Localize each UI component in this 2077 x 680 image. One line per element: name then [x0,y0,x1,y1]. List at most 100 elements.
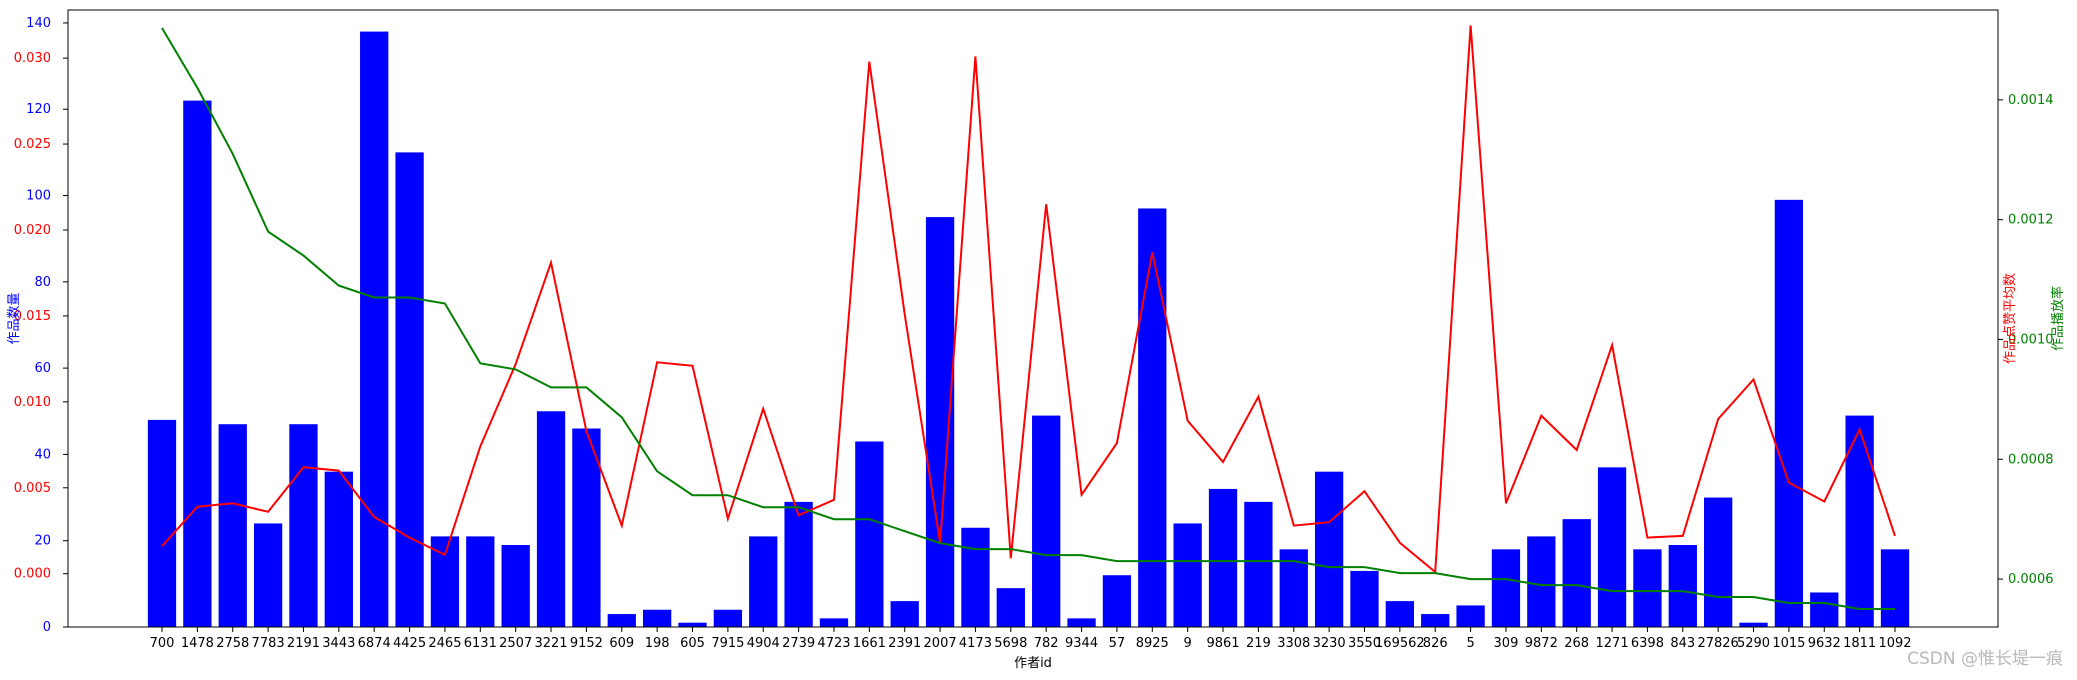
play-tick-label: 0.0014 [2008,93,2054,108]
x-tick-label-9861: 9861 [1206,636,1239,651]
likes-tick-label: 0.020 [14,223,51,238]
x-tick-label-9872: 9872 [1525,636,1558,651]
x-tick-label-4723: 4723 [817,636,850,651]
x-tick-label-3443: 3443 [322,636,355,651]
x-tick-label-9632: 9632 [1808,636,1841,651]
bar-4425 [395,152,424,627]
x-tick-label-9344: 9344 [1065,636,1098,651]
bar-5 [1456,605,1485,627]
bar-1478 [183,100,212,627]
x-tick-label-3308: 3308 [1277,636,1310,651]
left-axis-likes: 0.000 0.005 0.010 0.015 0.020 0.025 0.030 [14,51,68,582]
line-play [161,27,1895,610]
x-tick-label-2758: 2758 [216,636,249,651]
bar-4173 [961,527,990,627]
x-tick-label-843: 843 [1670,636,1695,651]
bar-6131 [466,536,495,627]
x-tick-label-1811: 1811 [1843,636,1876,651]
play-tick-label: 0.0006 [2008,572,2054,587]
bar-4723 [819,618,849,627]
right-axis-play: 0.0006 0.0008 0.0010 0.0012 0.0014 [1998,93,2054,587]
x-tick-label-4904: 4904 [747,636,780,651]
bar-2758 [218,424,247,627]
bar-1661 [855,441,884,627]
x-tick-label-700: 700 [150,636,175,651]
x-tick-label-2007: 2007 [924,636,957,651]
bar-9861 [1208,488,1238,627]
x-tick-label-1015: 1015 [1772,636,1805,651]
play-tick-label: 0.0010 [2008,332,2054,347]
x-tick-label-4425: 4425 [393,636,426,651]
lines-layer [161,25,1896,610]
count-tick-label: 120 [26,102,51,117]
bar-3443 [324,471,353,627]
x-tick-label-2507: 2507 [499,636,532,651]
likes-tick-label: 0.025 [14,137,51,152]
bar-826 [1421,614,1450,627]
bar-2191 [289,424,318,627]
watermark: CSDN @惟长堤一痕 [1907,649,2063,669]
line-likes [161,25,1896,575]
count-tick-label: 0 [43,620,51,635]
bar-9152 [572,428,601,627]
x-tick-label-9152: 9152 [570,636,603,651]
count-tick-label: 60 [34,361,51,376]
bar-1271 [1597,467,1627,627]
bar-2007 [925,217,955,627]
x-tick-label-6398: 6398 [1631,636,1664,651]
bar-843 [1668,545,1697,627]
likes-tick-label: 0.010 [14,395,51,410]
bar-609 [607,614,636,627]
bar-5290 [1739,622,1768,627]
bar-9344 [1067,618,1096,627]
x-tick-label-6131: 6131 [464,636,497,651]
count-tick-label: 140 [26,16,51,31]
bar-4904 [749,536,778,627]
x-tick-label-2739: 2739 [782,636,815,651]
x-tick-label-8925: 8925 [1136,636,1169,651]
bar-5698 [996,588,1025,627]
x-tick-label-57: 57 [1109,636,1126,651]
count-tick-label: 100 [26,189,51,204]
x-tick-label-3550: 3550 [1348,636,1381,651]
bar-1092 [1880,549,1910,627]
bar-8925 [1138,208,1167,627]
likes-tick-label: 0.015 [14,309,51,324]
bar-198 [642,609,672,627]
x-tick-label-609: 609 [609,636,634,651]
y-axis-label-play: 作品播放率 [2050,286,2066,351]
x-tick-label-268: 268 [1564,636,1589,651]
x-tick-label-782: 782 [1034,636,1059,651]
plot-frame [67,9,1999,628]
play-tick-label: 0.0008 [2008,452,2054,467]
x-tick-label-826: 826 [1423,636,1448,651]
bar-2507 [501,545,530,627]
bar-9 [1173,523,1202,627]
x-tick-label-5: 5 [1466,636,1474,651]
bar-700 [147,419,177,627]
x-axis: 700 1478 2758 7783 2191 3443 6874 4425 2465 6131 2… [150,627,1912,651]
likes-tick-label: 0.000 [14,567,51,582]
likes-tick-label: 0.030 [14,51,51,66]
bar-9632 [1810,592,1839,627]
bar-219 [1244,501,1273,627]
bars-layer [147,31,1910,628]
bar-3550 [1350,570,1379,627]
x-tick-label-198: 198 [645,636,670,651]
bar-1015 [1774,199,1804,627]
bar-6874 [360,31,389,628]
bar-2739 [784,501,813,627]
count-tick-label: 40 [34,447,51,462]
bar-268 [1562,519,1591,627]
count-tick-label: 20 [34,534,51,549]
bar-9872 [1527,536,1556,627]
bar-3221 [536,411,566,627]
x-tick-label-6874: 6874 [358,636,391,651]
bar-169562 [1385,601,1415,627]
x-tick-label-2465: 2465 [428,636,461,651]
y-axis-label-count: 作品数量 [7,292,22,344]
x-tick-label-7783: 7783 [252,636,285,651]
bar-6398 [1633,549,1662,627]
